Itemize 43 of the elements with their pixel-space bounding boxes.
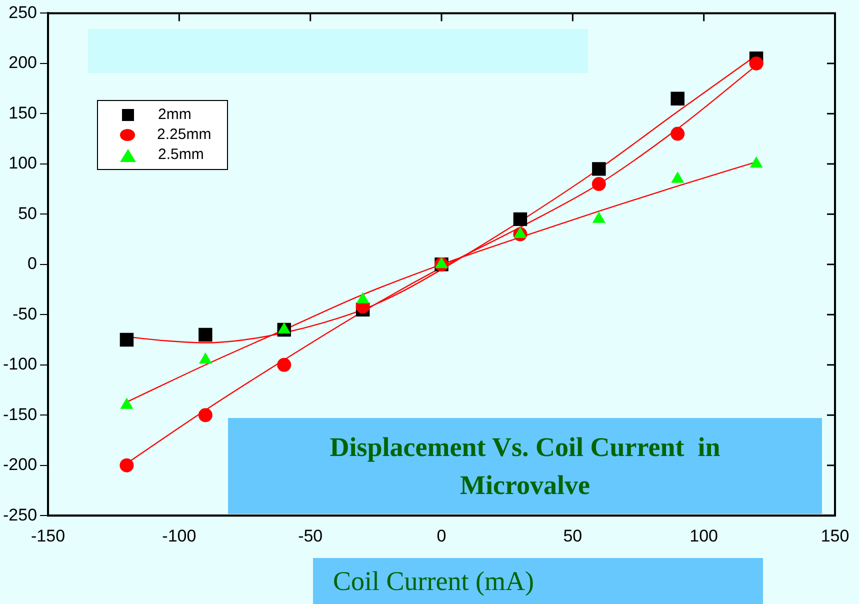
y-tick-label: -250 (2, 505, 38, 524)
x-tick-label: 50 (563, 526, 582, 546)
point (749, 56, 764, 70)
y-tick-label: 50 (18, 204, 38, 223)
point (120, 398, 133, 409)
point (670, 126, 685, 141)
y-tick-label: 150 (8, 103, 38, 122)
x-tick-label: 0 (436, 526, 446, 546)
point (513, 212, 528, 226)
y-tick-label: -100 (2, 354, 38, 374)
point (670, 92, 684, 106)
y-tick-label: -50 (12, 304, 38, 324)
point (592, 162, 606, 176)
legend-label: 2.5mm (158, 145, 204, 165)
point (198, 328, 212, 342)
x-tick-label: 150 (820, 526, 850, 546)
point (750, 156, 762, 168)
title-box: Displacement Vs. Coil Current in Microvalve (228, 418, 822, 514)
point (198, 408, 212, 422)
point (356, 292, 369, 304)
x-tick-label: 100 (690, 526, 718, 546)
x-axis-title: Coil Current (mA) (333, 566, 534, 596)
y-tick-label: 250 (8, 2, 38, 22)
legend-label: 2.25mm (157, 125, 212, 145)
y-tick-label: -150 (2, 404, 38, 424)
y-tick-label: -200 (2, 455, 38, 474)
point (435, 257, 448, 268)
point (592, 177, 606, 192)
point (671, 172, 684, 183)
point (592, 212, 606, 223)
x-tick-label: -150 (31, 526, 66, 546)
x-tick-label: -50 (298, 526, 323, 546)
legend-label: 2mm (158, 105, 192, 125)
point (120, 332, 134, 347)
y-tick-label: 100 (8, 154, 38, 173)
y-tick-label: 200 (8, 53, 38, 72)
x-tick-label: -100 (162, 526, 196, 546)
point (514, 227, 526, 238)
point (277, 358, 292, 372)
point (278, 322, 290, 334)
point (199, 352, 212, 364)
y-tick-label: 0 (28, 254, 38, 274)
point (120, 458, 134, 472)
